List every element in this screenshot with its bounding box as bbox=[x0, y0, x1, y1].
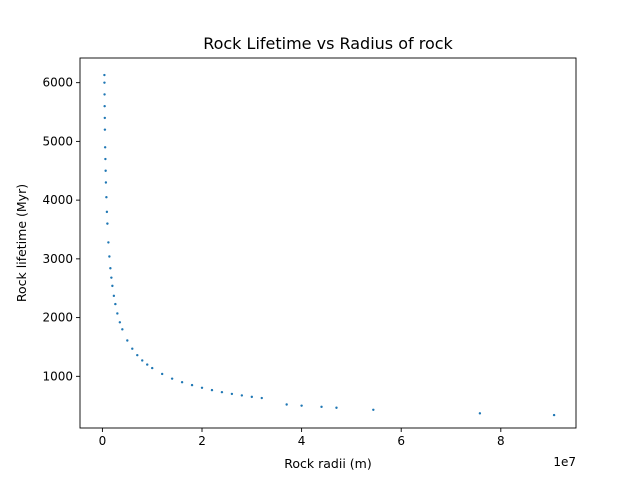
x-tick-label: 4 bbox=[298, 434, 306, 448]
data-point bbox=[170, 377, 174, 380]
data-point bbox=[335, 406, 338, 409]
data-point bbox=[103, 146, 107, 149]
data-point bbox=[190, 383, 194, 387]
data-point bbox=[111, 284, 114, 288]
data-point bbox=[121, 328, 124, 331]
data-point bbox=[151, 366, 154, 370]
data-point bbox=[230, 392, 234, 396]
data-point bbox=[200, 386, 204, 389]
data-point bbox=[131, 347, 134, 350]
x-tick-label: 0 bbox=[99, 434, 107, 448]
y-tick-label: 5000 bbox=[42, 134, 73, 148]
y-axis-ticks: 1000 2000 3000 4000 5000 6000 bbox=[42, 76, 80, 383]
data-point bbox=[103, 73, 106, 77]
data-point bbox=[141, 359, 144, 362]
data-point bbox=[320, 405, 323, 409]
data-point bbox=[103, 128, 107, 131]
data-point bbox=[108, 255, 111, 258]
data-point bbox=[146, 363, 149, 366]
data-point bbox=[478, 412, 482, 415]
data-point bbox=[106, 222, 109, 225]
data-point bbox=[118, 321, 122, 324]
data-point bbox=[210, 388, 214, 392]
data-point bbox=[180, 380, 184, 384]
data-point bbox=[372, 408, 375, 411]
data-point bbox=[105, 210, 109, 214]
x-axis-label: Rock radii (m) bbox=[284, 456, 371, 471]
y-axis-label: Rock lifetime (Myr) bbox=[14, 184, 29, 302]
y-tick-label: 4000 bbox=[42, 193, 73, 207]
data-point bbox=[114, 302, 117, 306]
y-tick-label: 1000 bbox=[42, 369, 73, 383]
data-point bbox=[103, 116, 107, 120]
x-axis-ticks: 0 2 4 6 8 bbox=[99, 428, 505, 448]
data-point bbox=[107, 241, 110, 244]
chart-title: Rock Lifetime vs Radius of rock bbox=[203, 34, 453, 53]
data-point bbox=[285, 403, 288, 406]
plot-frame bbox=[79, 57, 577, 429]
data-point bbox=[116, 312, 119, 315]
x-axis-offset-label: 1e7 bbox=[553, 455, 576, 469]
data-point bbox=[240, 394, 244, 397]
data-points bbox=[103, 73, 556, 417]
x-tick-label: 8 bbox=[497, 434, 505, 448]
data-point bbox=[136, 353, 139, 357]
data-point bbox=[552, 413, 556, 417]
data-point bbox=[103, 93, 106, 96]
data-point bbox=[104, 157, 107, 161]
data-point bbox=[104, 169, 107, 172]
data-point bbox=[110, 276, 113, 279]
x-tick-label: 2 bbox=[198, 434, 206, 448]
y-tick-label: 2000 bbox=[42, 311, 73, 325]
data-point bbox=[109, 267, 112, 270]
data-point bbox=[103, 104, 106, 108]
data-point bbox=[104, 181, 108, 184]
data-point bbox=[300, 404, 303, 407]
data-point bbox=[220, 390, 224, 394]
data-point bbox=[103, 81, 106, 84]
data-point bbox=[126, 339, 129, 342]
x-tick-label: 6 bbox=[397, 434, 405, 448]
data-point bbox=[112, 294, 116, 298]
y-tick-label: 6000 bbox=[42, 76, 73, 90]
data-point bbox=[160, 372, 164, 376]
data-point bbox=[105, 195, 108, 199]
data-point bbox=[250, 395, 254, 399]
y-tick-label: 3000 bbox=[42, 252, 73, 266]
data-point bbox=[260, 396, 263, 400]
